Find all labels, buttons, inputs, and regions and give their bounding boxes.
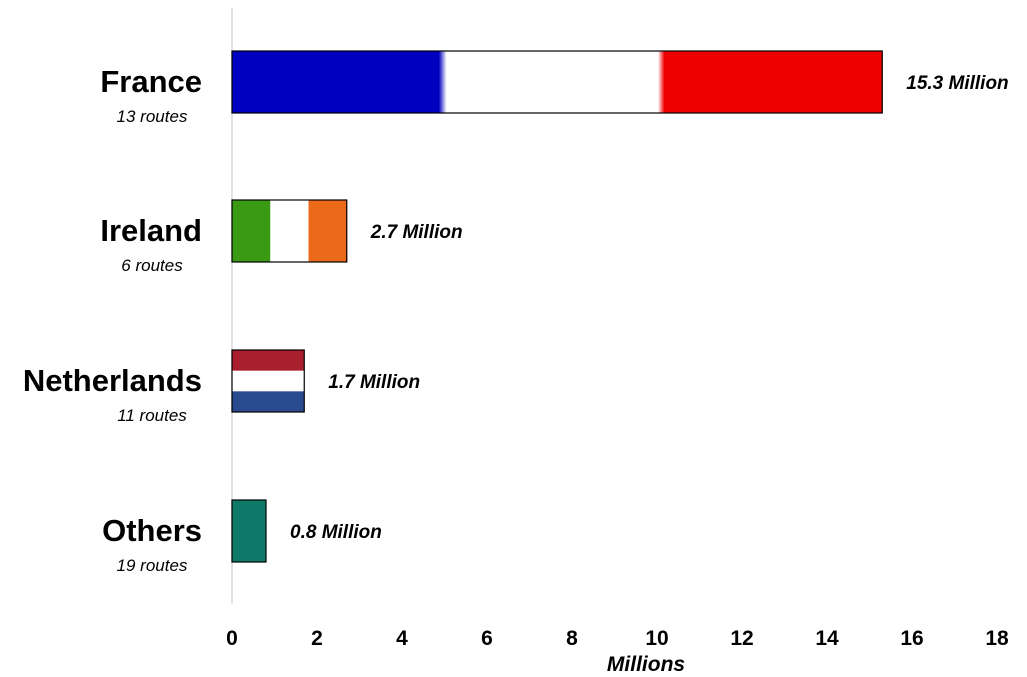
x-tick-label: 6	[481, 627, 493, 650]
bar-stripe	[270, 200, 309, 262]
x-tick-label: 2	[311, 627, 323, 650]
bar-stripe	[232, 350, 305, 372]
bar-stripe	[232, 200, 271, 262]
bar-netherlands	[231, 349, 305, 413]
category-routes-label: 19 routes	[117, 556, 188, 575]
category-label: Others	[102, 513, 202, 548]
data-label: 1.7 Million	[328, 372, 420, 393]
x-tick-label: 8	[566, 627, 578, 650]
x-axis-title: Millions	[607, 653, 685, 676]
x-tick-label: 4	[396, 627, 408, 650]
bar-outline	[231, 50, 883, 114]
data-label: 2.7 Million	[370, 222, 463, 243]
bar-outline	[231, 199, 348, 263]
x-tick-label: 14	[815, 627, 839, 650]
x-tick-label: 10	[645, 627, 668, 650]
category-label: Ireland	[100, 213, 202, 248]
bars-layer	[231, 50, 883, 563]
category-labels: France 13 routes Ireland 6 routes Netherland…	[23, 64, 202, 575]
bar-stripe	[308, 200, 348, 262]
bar-stripe	[232, 391, 305, 413]
data-label: 0.8 Million	[290, 522, 382, 543]
x-tick-label: 0	[226, 627, 238, 650]
data-label: 15.3 Million	[906, 73, 1008, 94]
bar-france	[231, 50, 883, 114]
category-routes-label: 11 routes	[117, 406, 187, 425]
x-tick-label: 12	[730, 627, 753, 650]
x-axis-ticks: 0 2 4 6 8 10 12 14 16 18	[226, 627, 1009, 650]
x-tick-label: 16	[900, 627, 923, 650]
category-routes-label: 6 routes	[121, 256, 183, 275]
category-routes-label: 13 routes	[117, 107, 188, 126]
x-tick-label: 18	[985, 627, 1009, 650]
category-label: Netherlands	[23, 363, 202, 398]
category-label: France	[100, 64, 202, 99]
bar-fill	[232, 500, 266, 562]
bar-outline	[231, 499, 267, 563]
value-labels: 15.3 Million 2.7 Million 1.7 Million 0.8 Mi…	[290, 73, 1009, 543]
bar-outline	[231, 349, 305, 413]
bar-fill	[232, 51, 883, 113]
bar-ireland	[231, 199, 348, 263]
bar-others	[231, 499, 267, 563]
bar-stripe	[232, 370, 305, 392]
